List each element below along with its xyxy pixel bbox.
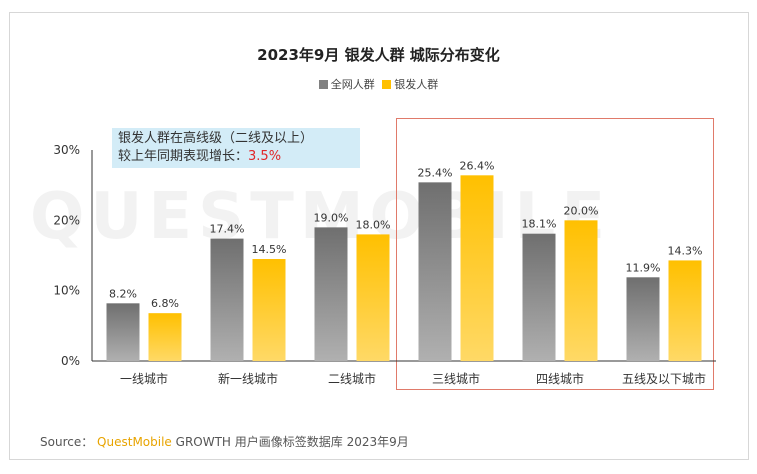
bar-value-label: 14.5% <box>252 243 287 256</box>
bar-silver <box>460 175 494 361</box>
note-line-1: 银发人群在高线级（二线及以上） <box>118 131 314 146</box>
legend-label-silver: 银发人群 <box>394 78 439 91</box>
bar-all <box>314 227 348 361</box>
bar-value-label: 11.9% <box>626 261 661 274</box>
x-tick-label: 三线城市 <box>432 371 480 386</box>
bar-silver <box>356 234 390 361</box>
highlight-box <box>396 118 714 390</box>
bar-value-label: 19.0% <box>314 211 349 224</box>
source-label: Source： <box>40 435 94 449</box>
x-tick-label: 五线及以下城市 <box>622 371 706 386</box>
source-line: Source： QuestMobile GROWTH 用户画像标签数据库 202… <box>40 433 409 450</box>
x-tick-label: 新一线城市 <box>218 371 278 386</box>
note-line-2-prefix: 较上年同期表现增长： <box>118 149 249 164</box>
legend-swatch-all <box>318 79 328 89</box>
legend-swatch-silver <box>382 79 392 89</box>
bar-all <box>106 303 140 361</box>
x-tick-label: 一线城市 <box>120 371 168 386</box>
bar-silver <box>564 220 598 361</box>
note-line-2: 较上年同期表现增长：3.5% <box>118 148 354 166</box>
bar-all <box>626 277 660 361</box>
bar-value-label: 25.4% <box>418 166 453 179</box>
bar-value-label: 17.4% <box>210 223 245 236</box>
bar-silver <box>148 313 182 361</box>
source-brand: QuestMobile <box>97 435 172 449</box>
bar-value-label: 6.8% <box>151 297 179 310</box>
source-text: GROWTH 用户画像标签数据库 2023年9月 <box>175 435 409 449</box>
bar-value-label: 18.0% <box>356 218 391 231</box>
x-tick-label: 二线城市 <box>328 371 376 386</box>
annotation-note: 银发人群在高线级（二线及以上） 较上年同期表现增长：3.5% <box>112 128 360 168</box>
chart-title: 2023年9月 银发人群 城际分布变化 <box>257 46 500 64</box>
bar-all <box>522 233 556 361</box>
bar-value-label: 26.4% <box>460 159 495 172</box>
y-tick-label: 20% <box>53 213 80 227</box>
bar-value-label: 20.0% <box>564 204 599 217</box>
bar-silver <box>668 260 702 361</box>
bar-silver <box>252 259 286 361</box>
y-tick-label: 10% <box>53 284 80 298</box>
legend: 全网人群 银发人群 <box>0 76 757 92</box>
bar-all <box>210 238 244 361</box>
legend-item-all: 全网人群 <box>318 76 375 92</box>
y-tick-label: 30% <box>53 143 80 157</box>
legend-label-all: 全网人群 <box>330 78 375 91</box>
y-tick-label: 0% <box>61 354 80 368</box>
note-growth-value: 3.5% <box>248 149 282 164</box>
legend-item-silver: 银发人群 <box>382 76 438 92</box>
bar-all <box>418 182 452 361</box>
x-tick-label: 四线城市 <box>536 371 584 386</box>
bar-value-label: 8.2% <box>109 287 137 300</box>
bar-value-label: 18.1% <box>522 218 557 231</box>
bar-value-label: 14.3% <box>668 244 703 257</box>
